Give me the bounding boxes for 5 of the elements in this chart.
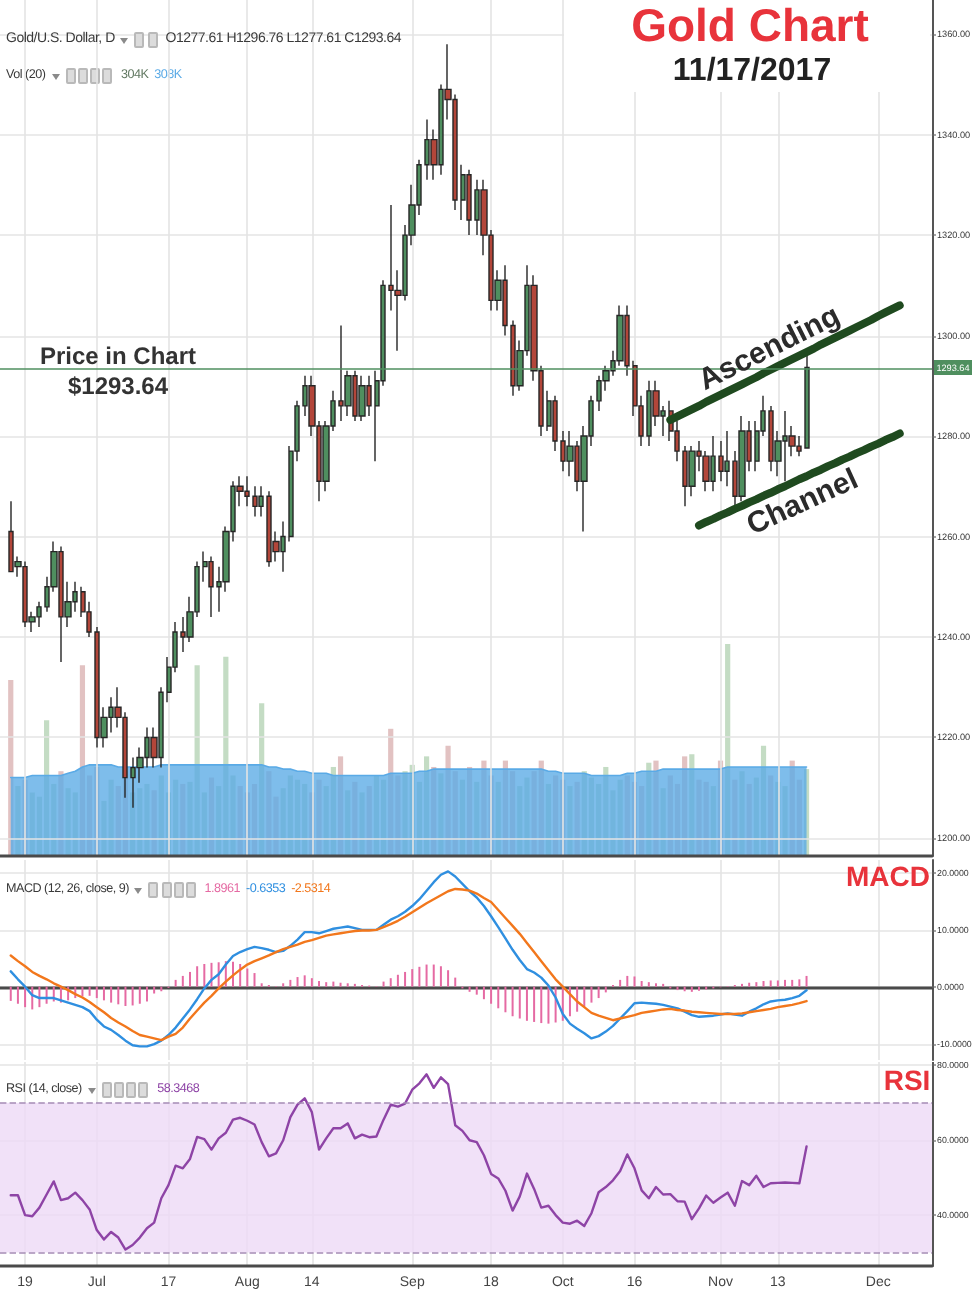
chart-title: MACD <box>846 860 930 892</box>
chart-title: Gold Chart <box>631 0 869 50</box>
text: 11/17/2017 <box>672 54 832 88</box>
annotation: Price in Chart $1293.64 <box>39 342 197 401</box>
chart-title: RSI <box>883 1064 931 1096</box>
